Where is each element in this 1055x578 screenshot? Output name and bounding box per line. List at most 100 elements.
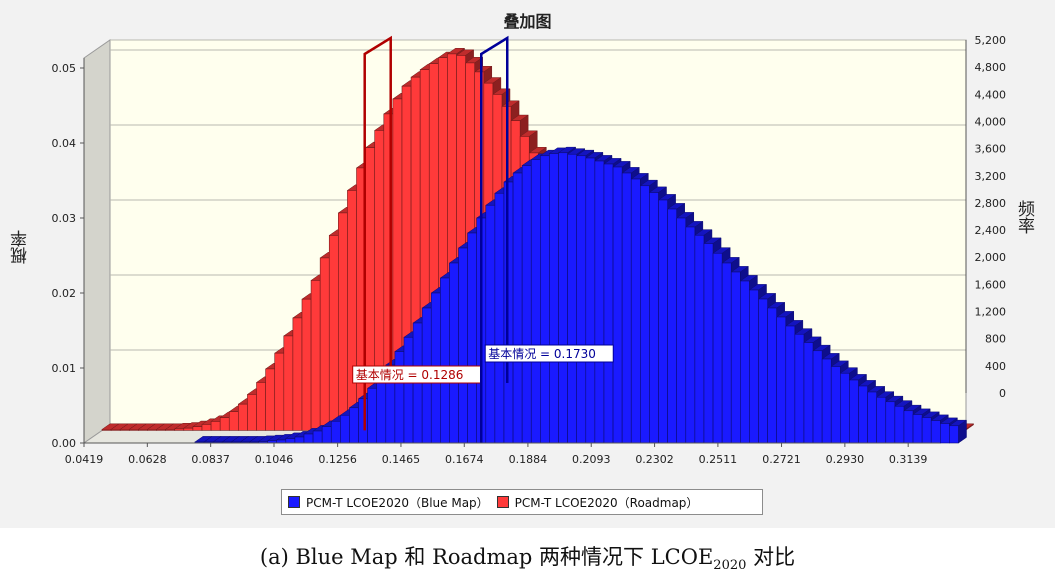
bar-front xyxy=(247,394,257,431)
legend-item-blue-map[interactable]: PCM-T LCOE2020（Blue Map） xyxy=(288,494,489,511)
bar-front xyxy=(340,414,350,444)
bar-front xyxy=(685,226,696,444)
caption-suffix: 对比 xyxy=(746,545,796,569)
bar-front xyxy=(219,417,230,431)
marker-line-0 xyxy=(363,35,392,431)
x-tick-label-0: 0.0419 xyxy=(65,453,104,466)
bar-front xyxy=(503,181,514,444)
bar-front xyxy=(294,436,305,444)
bar-front xyxy=(283,335,294,431)
bar-front xyxy=(767,307,777,444)
bar-front xyxy=(349,407,359,444)
x-tick-label-4: 0.1256 xyxy=(318,453,357,466)
caption-subscript: 2020 xyxy=(713,558,747,574)
chart-legend: PCM-T LCOE2020（Blue Map） PCM-T LCOE2020（… xyxy=(281,489,763,515)
bar-front xyxy=(301,298,312,431)
y-tick-label-right-12: 4,800 xyxy=(975,61,1007,74)
bar-front xyxy=(228,411,239,431)
y-tick-label-right-2: 800 xyxy=(985,333,1006,346)
bar-front xyxy=(128,429,139,431)
bar-front xyxy=(930,420,941,444)
bar-front xyxy=(449,262,459,444)
caption-text: (a) Blue Map 和 Roadmap 两种情况下 LCOE xyxy=(259,545,714,569)
legend-item-roadmap[interactable]: PCM-T LCOE2020（Roadmap） xyxy=(496,494,698,511)
bar-front xyxy=(183,427,194,431)
bar-front xyxy=(703,243,714,444)
bar-front xyxy=(658,199,668,444)
bar-front xyxy=(740,280,750,444)
bar-front xyxy=(640,185,650,444)
bar-front xyxy=(949,425,959,444)
bar-front xyxy=(303,433,314,444)
bar-front xyxy=(676,217,687,444)
bar-front xyxy=(649,192,659,444)
marker-label-0: 基本情况 = 0.1286 xyxy=(356,368,464,382)
bar-front xyxy=(885,401,896,444)
bar-front xyxy=(403,336,414,444)
bar-front xyxy=(394,351,405,444)
bar-front xyxy=(210,421,221,431)
y-axis-title-left: 概率 xyxy=(11,230,31,264)
bar-front xyxy=(312,430,323,444)
bar-front xyxy=(903,410,914,444)
bar-front xyxy=(458,247,468,444)
bar-front xyxy=(238,403,248,431)
bar-front xyxy=(376,376,387,444)
bar-front xyxy=(776,316,787,444)
bar-front xyxy=(894,405,905,444)
bar-front xyxy=(749,289,759,444)
bar-front xyxy=(321,426,332,444)
chart-panel: 基本情况 = 0.1286 基本情况 = 0.1730 0.00 0.01 0.02 0… xyxy=(0,0,1055,528)
y-tick-label-left-4: 0.04 xyxy=(52,137,77,150)
bar-front xyxy=(319,257,330,431)
bar-front xyxy=(110,429,121,431)
bar-front xyxy=(876,396,887,444)
x-tick-label-11: 0.2721 xyxy=(762,453,801,466)
bar-front xyxy=(330,420,341,444)
bar-front xyxy=(138,429,148,431)
y-tick-label-left-2: 0.02 xyxy=(52,287,77,300)
y-tick-label-right-3: 1,200 xyxy=(975,306,1007,319)
legend-swatch-blue xyxy=(288,496,300,508)
x-tick-label-8: 0.2093 xyxy=(572,453,611,466)
bar-front xyxy=(358,398,368,444)
bar-front xyxy=(156,429,166,431)
bar-front xyxy=(274,352,285,431)
bar-front xyxy=(530,159,541,444)
bar-front xyxy=(567,153,577,444)
bar-front xyxy=(721,262,732,444)
plot-side-wall xyxy=(83,39,111,444)
bar-front xyxy=(512,172,523,444)
bar-front xyxy=(165,429,176,431)
bar-front xyxy=(621,172,632,444)
y-tick-label-left-1: 0.01 xyxy=(52,362,77,375)
bar-front xyxy=(858,385,868,444)
bar-front xyxy=(849,379,859,444)
bar-front xyxy=(540,155,550,444)
bar-front xyxy=(549,153,559,444)
y-tick-label-left-0: 0.00 xyxy=(52,437,77,450)
y-tick-label-right-4: 1,600 xyxy=(975,278,1007,291)
x-tick-label-13: 0.3139 xyxy=(889,453,928,466)
bar-front xyxy=(630,178,641,444)
bar-front xyxy=(803,342,814,444)
bar-front xyxy=(521,165,532,444)
bar-front xyxy=(367,387,378,444)
bar-front xyxy=(758,298,768,444)
y-tick-label-right-13: 5,200 xyxy=(975,34,1007,47)
bar-front xyxy=(101,429,112,431)
y-tick-label-right-7: 2,800 xyxy=(975,197,1007,210)
x-tick-label-12: 0.2930 xyxy=(826,453,865,466)
y-tick-label-right-11: 4,400 xyxy=(975,88,1007,101)
bar-front xyxy=(192,426,203,431)
x-tick-label-1: 0.0628 xyxy=(128,453,167,466)
bar-front xyxy=(347,190,357,431)
bar-front xyxy=(694,234,705,444)
bar-front xyxy=(785,325,796,444)
x-tick-label-10: 0.2511 xyxy=(699,453,738,466)
bar-front xyxy=(256,382,266,431)
bar-front xyxy=(485,204,496,444)
y-tick-label-right-0: 0 xyxy=(999,387,1006,400)
y-tick-label-right-6: 2,400 xyxy=(975,224,1007,237)
bar-front xyxy=(558,152,568,444)
